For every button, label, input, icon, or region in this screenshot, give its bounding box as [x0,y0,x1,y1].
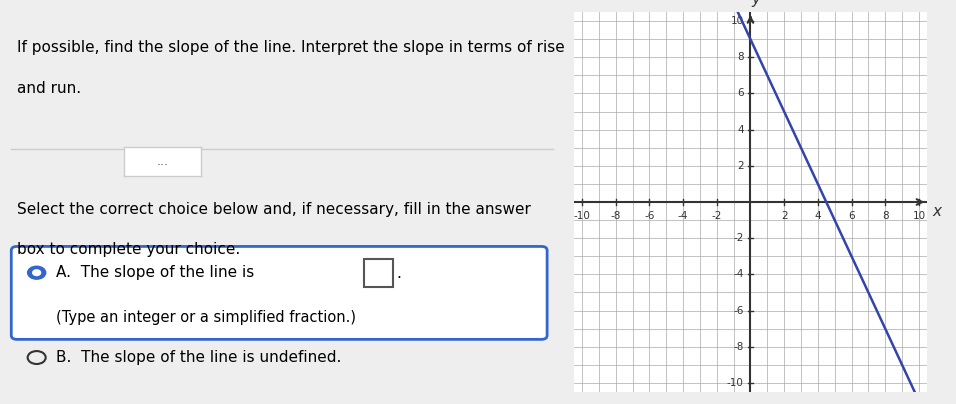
Text: (Type an integer or a simplified fraction.): (Type an integer or a simplified fractio… [56,309,357,325]
Text: -10: -10 [727,378,744,388]
Text: -6: -6 [733,305,744,316]
Text: -10: -10 [574,211,591,221]
Text: 4: 4 [737,125,744,135]
Text: -8: -8 [611,211,620,221]
Text: -2: -2 [711,211,722,221]
Circle shape [28,266,46,279]
Text: A.  The slope of the line is: A. The slope of the line is [56,265,254,280]
Text: 2: 2 [737,161,744,171]
Text: -8: -8 [733,342,744,351]
Text: -4: -4 [678,211,688,221]
Text: box to complete your choice.: box to complete your choice. [17,242,240,257]
Text: 6: 6 [737,88,744,99]
Text: 10: 10 [730,16,744,26]
Text: 2: 2 [781,211,788,221]
Text: 6: 6 [848,211,855,221]
FancyBboxPatch shape [11,246,547,339]
Text: x: x [932,204,942,219]
Text: Select the correct choice below and, if necessary, fill in the answer: Select the correct choice below and, if … [17,202,531,217]
Text: y: y [751,0,760,7]
Text: 10: 10 [912,211,925,221]
Text: and run.: and run. [17,81,81,96]
Text: 4: 4 [815,211,821,221]
FancyBboxPatch shape [364,259,393,287]
Text: .: . [397,265,402,281]
Text: ...: ... [157,155,168,168]
Text: If possible, find the slope of the line. Interpret the slope in terms of rise: If possible, find the slope of the line.… [17,40,565,55]
Text: 8: 8 [881,211,888,221]
Text: -4: -4 [733,269,744,279]
Text: B.  The slope of the line is undefined.: B. The slope of the line is undefined. [56,350,342,365]
Text: -6: -6 [644,211,655,221]
Text: -2: -2 [733,233,744,243]
Text: 8: 8 [737,53,744,62]
Circle shape [33,270,40,276]
